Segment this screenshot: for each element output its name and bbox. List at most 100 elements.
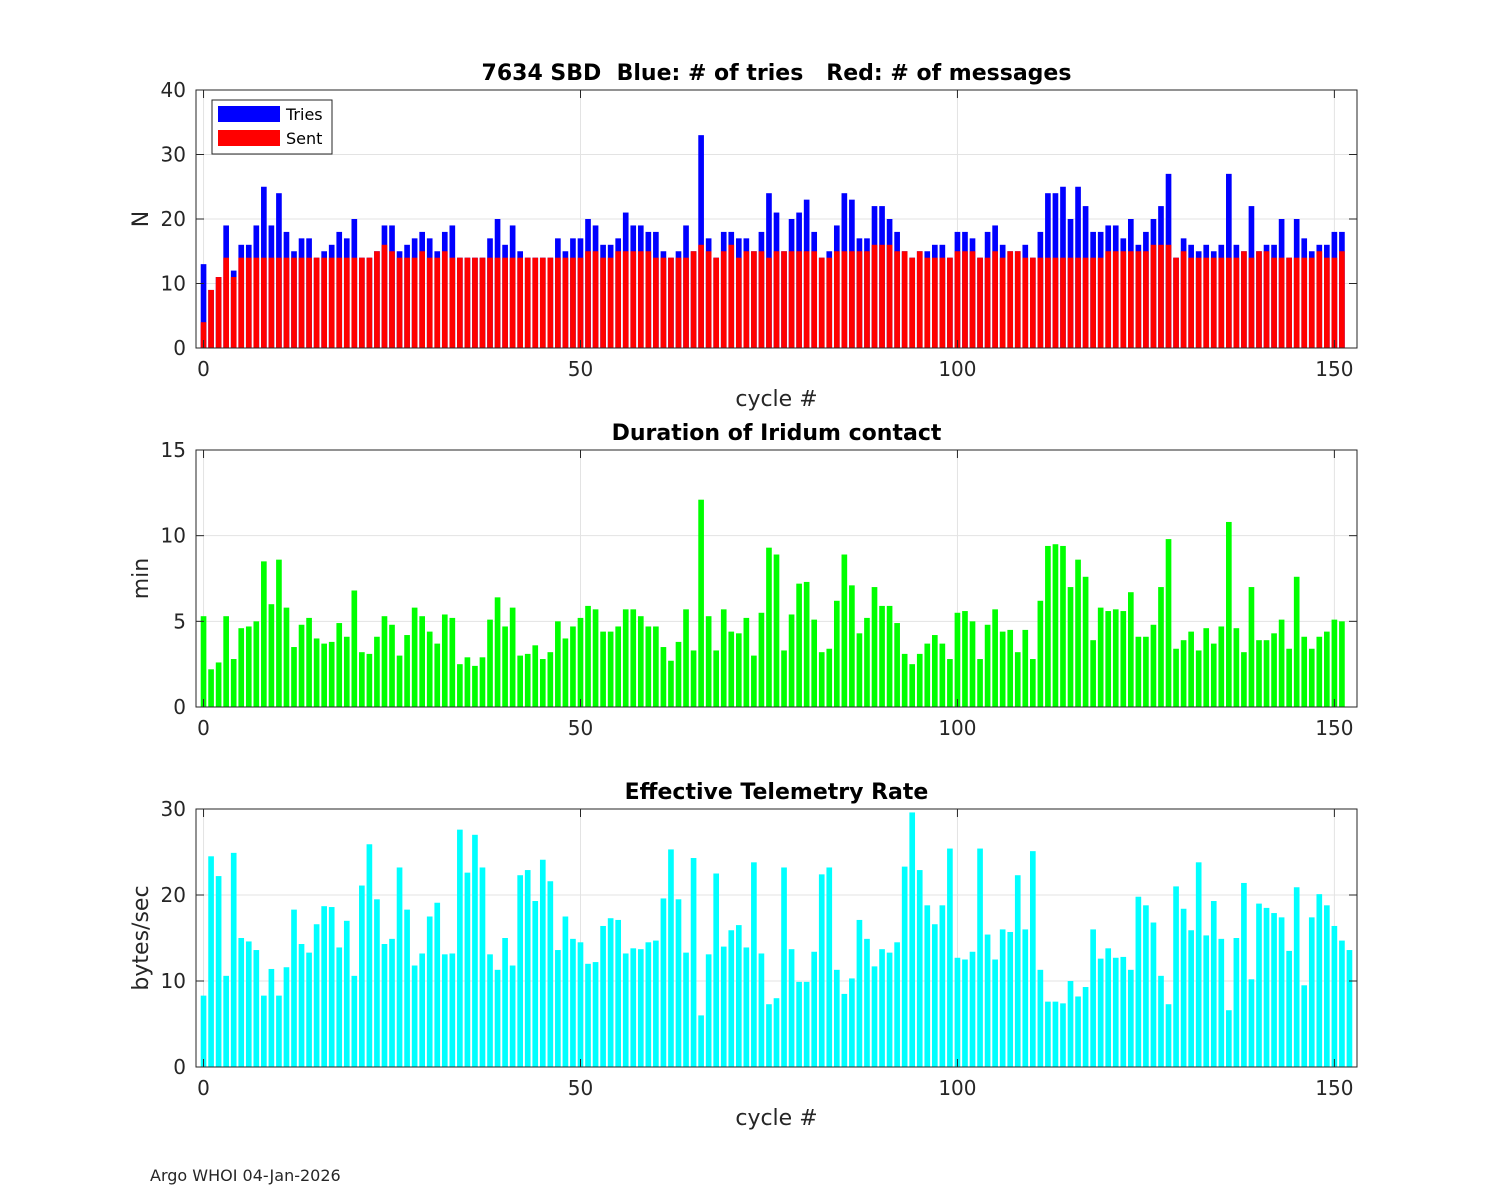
y-tick-label: 20 [161,883,186,907]
bar [705,616,712,707]
bar-sent [781,251,787,348]
bar-sent [1256,251,1262,348]
bar [1256,640,1262,707]
bar-sent [856,251,863,348]
bar [1120,611,1127,707]
bar-sent [1045,257,1051,348]
bar [856,633,863,707]
bar-sent [826,257,833,348]
bar-sent [992,251,998,348]
chart-panel-2: 0 50 100 150 0 5 10 15 Duration of Iridum contac… [129,421,1358,740]
bar-sent [1022,257,1029,348]
bar [1112,609,1119,707]
bar [268,604,275,707]
bar-sent [298,257,305,348]
bar-sent [622,251,629,348]
bar [954,612,961,707]
bar-sent [833,251,840,348]
bar [683,609,689,707]
bar [245,626,252,707]
bar-sent [969,251,976,348]
bar [690,858,697,1067]
bar [864,617,870,707]
x-tick-label: 0 [197,1076,210,1100]
bar [947,848,953,1067]
bar [1241,882,1247,1067]
bar-sent [1007,251,1014,348]
x-tick-label: 150 [1315,1076,1353,1100]
bar-sent [283,257,290,348]
bar [705,954,712,1067]
bar-sent [426,257,433,348]
bar-sent [268,257,275,348]
bar [1308,917,1315,1067]
bar-sent [1271,257,1277,348]
legend: Tries Sent [211,99,333,155]
bar-sent [411,257,418,348]
bar-sent [660,257,667,348]
bar [208,669,214,707]
bar-sent [1173,257,1179,348]
bar-sent [336,257,343,348]
bar [1301,636,1308,707]
bar-sent [291,257,297,348]
bar-sent [600,257,606,348]
bar [1195,862,1202,1067]
bar [675,899,682,1067]
y-tick-label: 10 [161,272,186,296]
bar [328,907,335,1067]
y-tick-label: 0 [173,695,186,719]
bar-sent [524,257,531,348]
bar [1045,1001,1051,1067]
bar [585,963,591,1067]
bar [359,885,365,1067]
bar [585,605,591,707]
bar-sent [630,251,637,348]
bar-sent [494,257,501,348]
bar-sent [253,257,260,348]
bar [336,947,343,1067]
bar [698,499,704,707]
bar [464,657,471,707]
bar [1203,628,1210,707]
bar-sent [1150,244,1157,348]
x-tick-label: 150 [1315,716,1353,740]
bar [969,621,976,707]
bar-sent [607,257,614,348]
bar-sent [585,251,591,348]
bar-sent [1052,257,1059,348]
bar-sent [472,257,478,348]
bar-sent [1060,257,1066,348]
bar [472,665,478,707]
bar [479,657,486,707]
bar [849,978,855,1067]
bar-sent [366,257,373,348]
bar [1233,628,1240,707]
bar [1271,913,1277,1067]
bar [833,600,840,707]
bar [1226,1010,1232,1067]
bar [811,619,818,707]
bar [502,626,508,707]
bar [238,628,245,707]
bar [1293,887,1300,1067]
bar [539,659,546,707]
bar [1256,903,1262,1067]
bar-sent [509,257,516,348]
bar [336,623,343,707]
y-tick-label: 0 [173,336,186,360]
bar [321,643,327,707]
bar [1278,619,1285,707]
bar [261,995,267,1067]
bar [298,944,305,1067]
bar-sent [245,257,252,348]
bar-sent [751,251,757,348]
bar [1075,559,1081,707]
bar-sent [909,257,916,348]
bar [1308,648,1315,707]
bar [1271,633,1277,707]
bar [268,968,275,1067]
bar-sent [1135,251,1142,348]
bar [637,616,644,707]
bar-sent [743,251,750,348]
